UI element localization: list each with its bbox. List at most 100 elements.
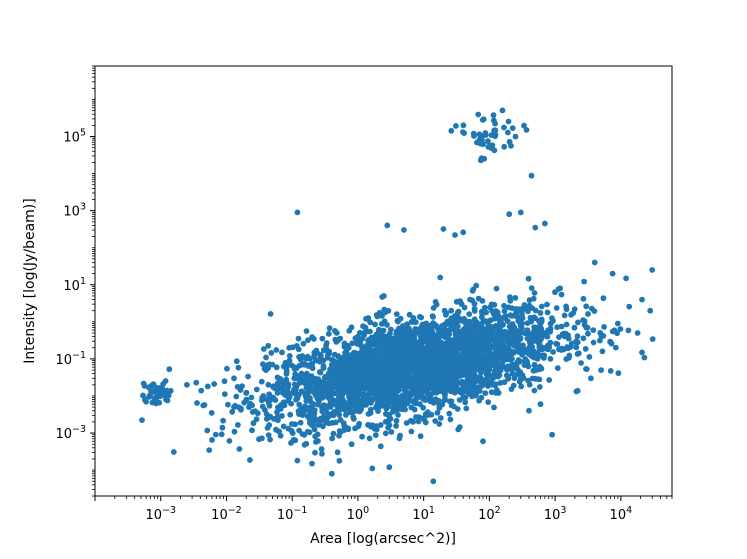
data-point — [285, 425, 292, 432]
data-point — [273, 364, 280, 371]
data-point — [234, 384, 241, 390]
data-point — [532, 375, 539, 382]
data-point — [193, 379, 200, 386]
data-point — [337, 400, 344, 407]
data-point — [352, 350, 359, 356]
data-point — [590, 339, 597, 346]
data-point — [478, 308, 485, 315]
data-point — [297, 419, 304, 426]
data-point — [497, 380, 504, 386]
data-point — [334, 449, 341, 456]
data-point — [542, 220, 548, 227]
data-point — [439, 323, 445, 329]
data-point — [526, 407, 532, 414]
data-point — [471, 343, 478, 349]
data-point — [461, 315, 467, 322]
data-point — [614, 330, 620, 337]
y-axis-label: Intensity [log(Jy/beam)] — [22, 198, 38, 363]
data-point — [143, 398, 150, 405]
data-point — [505, 304, 512, 311]
data-point — [486, 357, 493, 364]
data-point — [303, 328, 310, 334]
data-point — [412, 354, 419, 360]
data-point — [494, 343, 500, 350]
data-point — [259, 394, 266, 401]
data-point — [389, 408, 396, 415]
data-point — [263, 354, 269, 361]
data-point — [561, 312, 568, 319]
data-point — [349, 409, 356, 416]
data-point — [491, 312, 498, 318]
data-point — [501, 308, 508, 315]
data-point — [412, 319, 419, 326]
data-point — [509, 348, 515, 355]
x-tick-label: 10−2 — [211, 505, 242, 523]
data-point — [343, 381, 350, 387]
data-point — [400, 339, 406, 346]
data-point — [329, 420, 336, 426]
data-point — [475, 111, 482, 118]
data-point — [409, 390, 416, 397]
data-point — [404, 341, 411, 348]
data-point — [315, 401, 321, 408]
data-point — [263, 367, 269, 373]
data-point — [358, 366, 364, 373]
data-point — [448, 307, 455, 314]
data-point — [415, 418, 422, 425]
data-point — [508, 313, 515, 319]
data-point — [481, 304, 488, 311]
data-point — [326, 325, 333, 332]
data-point — [575, 319, 581, 326]
data-point — [424, 324, 430, 331]
data-point — [377, 443, 384, 450]
data-point — [518, 383, 525, 390]
data-point — [501, 124, 507, 131]
data-point — [371, 358, 378, 364]
data-point — [341, 405, 347, 412]
data-point — [236, 404, 242, 411]
data-point — [322, 375, 328, 382]
data-point — [333, 339, 340, 345]
data-point — [241, 399, 248, 406]
data-point — [299, 412, 306, 418]
data-point — [501, 302, 507, 309]
data-point — [478, 394, 485, 401]
data-point — [543, 329, 550, 336]
data-point — [365, 422, 371, 428]
data-point — [367, 379, 374, 386]
data-point — [443, 342, 450, 348]
data-point — [490, 112, 497, 119]
data-point — [544, 333, 551, 340]
data-point — [294, 209, 301, 216]
data-point — [212, 431, 219, 438]
data-point — [512, 133, 519, 140]
data-point — [565, 332, 571, 339]
data-point — [482, 378, 489, 385]
data-point — [429, 350, 436, 356]
data-point — [530, 367, 537, 374]
data-point — [336, 411, 343, 418]
data-point — [492, 367, 499, 374]
data-point — [531, 387, 538, 394]
data-point — [491, 147, 498, 154]
data-point — [291, 365, 298, 372]
x-tick-label: 103 — [544, 505, 567, 523]
data-point — [382, 309, 388, 316]
data-point — [328, 385, 334, 391]
data-point — [350, 416, 357, 422]
data-point — [388, 429, 395, 435]
data-point — [259, 403, 266, 410]
data-point — [157, 385, 164, 391]
data-point — [615, 370, 622, 377]
data-point — [516, 345, 523, 352]
data-point — [329, 365, 335, 371]
data-point — [231, 404, 237, 410]
data-point — [488, 362, 495, 368]
data-point — [382, 418, 389, 425]
data-point — [554, 365, 561, 371]
y-axis: 10−3 10−1 101 103 105 — [55, 65, 95, 497]
data-point — [314, 378, 321, 385]
data-point — [585, 311, 591, 317]
data-point — [475, 364, 481, 370]
data-point — [225, 401, 231, 408]
